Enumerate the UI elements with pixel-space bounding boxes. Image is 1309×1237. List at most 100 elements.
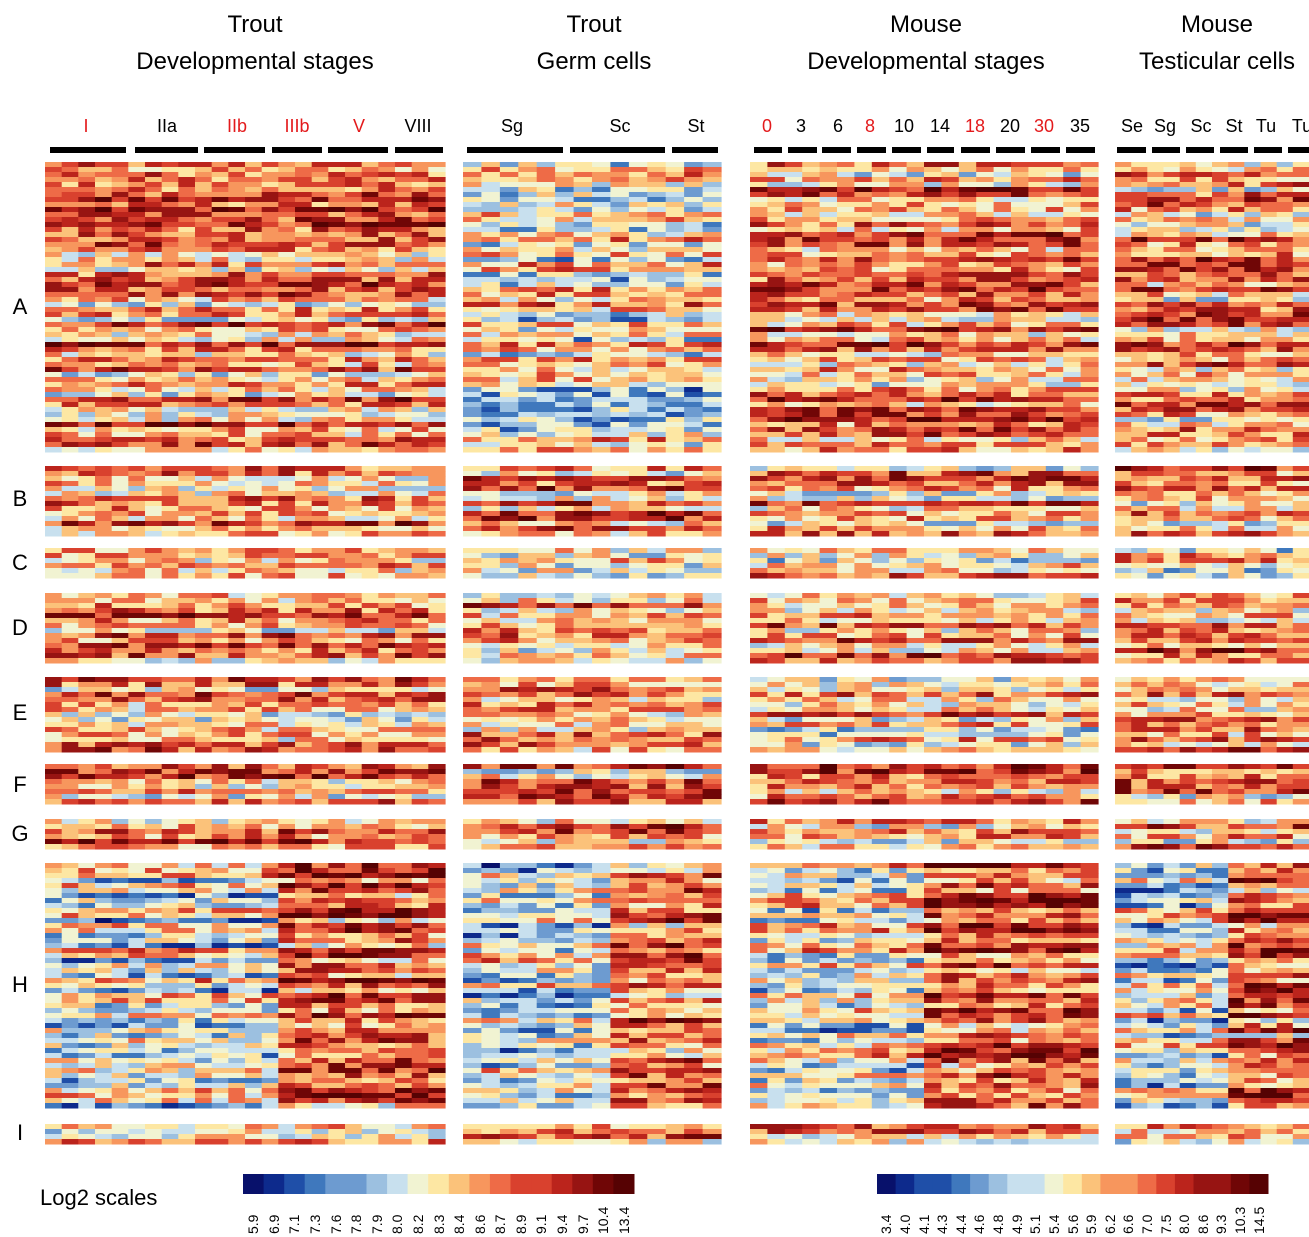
heatmap-cell	[378, 362, 396, 368]
heatmap-cell	[211, 963, 229, 969]
stage-bar	[395, 147, 443, 153]
heatmap-cell	[411, 212, 429, 218]
heatmap-cell	[228, 262, 246, 268]
heatmap-cell	[295, 968, 313, 974]
heatmap-cell	[161, 222, 179, 228]
heatmap-cell	[328, 598, 346, 604]
heatmap-cell	[499, 272, 519, 278]
heatmap-cell	[311, 287, 329, 293]
heatmap-cell	[610, 167, 630, 173]
heatmap-cell	[111, 548, 129, 554]
heatmap-cell	[311, 332, 329, 338]
heatmap-cell	[361, 779, 379, 785]
heatmap-cell	[311, 928, 329, 934]
heatmap-cell	[161, 794, 179, 800]
heatmap-cell	[128, 481, 146, 487]
heatmap-cell	[702, 212, 722, 218]
heatmap-cell	[395, 332, 413, 338]
heatmap-cell	[61, 342, 79, 348]
heatmap-cell	[211, 888, 229, 894]
heatmap-cell	[395, 789, 413, 795]
heatmap-cell	[428, 774, 446, 780]
heatmap-cell	[178, 558, 196, 564]
heatmap-cell	[592, 167, 611, 173]
heatmap-cell	[278, 769, 296, 775]
heatmap-cell	[178, 893, 196, 899]
heatmap-cell	[345, 943, 363, 949]
heatmap-cell	[295, 427, 313, 433]
heatmap-cell	[78, 923, 96, 929]
heatmap-cell	[245, 1139, 263, 1145]
heatmap-cell	[195, 1098, 213, 1104]
heatmap-cell	[261, 362, 279, 368]
heatmap-cell	[647, 307, 667, 313]
heatmap-cell	[499, 427, 519, 433]
heatmap-cell	[211, 392, 229, 398]
heatmap-cell	[361, 789, 379, 795]
heatmap-cell	[361, 747, 379, 753]
heatmap-cell	[328, 983, 346, 989]
heatmap-cell	[111, 312, 129, 318]
heatmap-cell	[245, 878, 263, 884]
heatmap-cell	[128, 506, 146, 512]
heatmap-cell	[178, 352, 196, 358]
heatmap-cell	[295, 878, 313, 884]
heatmap-cell	[378, 242, 396, 248]
heatmap-cell	[228, 968, 246, 974]
heatmap-cell	[161, 958, 179, 964]
heatmap-cell	[278, 516, 296, 522]
heatmap-cell	[78, 933, 96, 939]
heatmap-cell	[481, 362, 501, 368]
heatmap-cell	[78, 938, 96, 944]
heatmap-cell	[228, 466, 246, 472]
heatmap-cell	[328, 1018, 346, 1024]
heatmap-cell	[61, 486, 79, 492]
heatmap-cell	[411, 332, 429, 338]
heatmap-cell	[211, 717, 229, 723]
heatmap-cell	[278, 727, 296, 733]
heatmap-cell	[145, 282, 163, 288]
heatmap-cell	[411, 447, 429, 453]
heatmap-cell	[245, 217, 263, 223]
heatmap-cell	[211, 422, 229, 428]
heatmap-cell	[211, 197, 229, 203]
heatmap-cell	[499, 292, 519, 298]
heatmap-cell	[245, 633, 263, 639]
heatmap-cell	[245, 1038, 263, 1044]
heatmap-cell	[61, 217, 79, 223]
heatmap-cell	[411, 521, 429, 527]
heatmap-cell	[295, 593, 313, 599]
heatmap-cell	[228, 784, 246, 790]
heatmap-cell	[361, 923, 379, 929]
heatmap-cell	[211, 638, 229, 644]
heatmap-cell	[295, 1053, 313, 1059]
heatmap-cell	[245, 352, 263, 358]
heatmap-cell	[178, 511, 196, 517]
heatmap-cell	[45, 1008, 63, 1014]
heatmap-cell	[111, 898, 129, 904]
heatmap-cell	[245, 1088, 263, 1094]
heatmap-cell	[211, 677, 229, 683]
heatmap-cell	[328, 1088, 346, 1094]
heatmap-cell	[295, 332, 313, 338]
heatmap-cell	[111, 789, 129, 795]
heatmap-cell	[195, 732, 213, 738]
heatmap-cell	[411, 1124, 429, 1130]
heatmap-cell	[145, 172, 163, 178]
heatmap-cell	[411, 307, 429, 313]
heatmap-cell	[61, 953, 79, 959]
heatmap-cell	[411, 442, 429, 448]
heatmap-cell	[161, 603, 179, 609]
heatmap-cell	[536, 177, 556, 183]
heatmap-cell	[647, 197, 667, 203]
heatmap-cell	[684, 367, 704, 373]
heatmap-cell	[481, 267, 501, 273]
heatmap-cell	[211, 352, 229, 358]
heatmap-cell	[628, 362, 648, 368]
heatmap-cell	[555, 322, 575, 328]
heatmap-cell	[95, 526, 113, 532]
heatmap-cell	[499, 337, 519, 343]
heatmap-cell	[428, 628, 446, 634]
stage-label: Sg	[500, 116, 524, 136]
heatmap-cell	[665, 317, 685, 323]
